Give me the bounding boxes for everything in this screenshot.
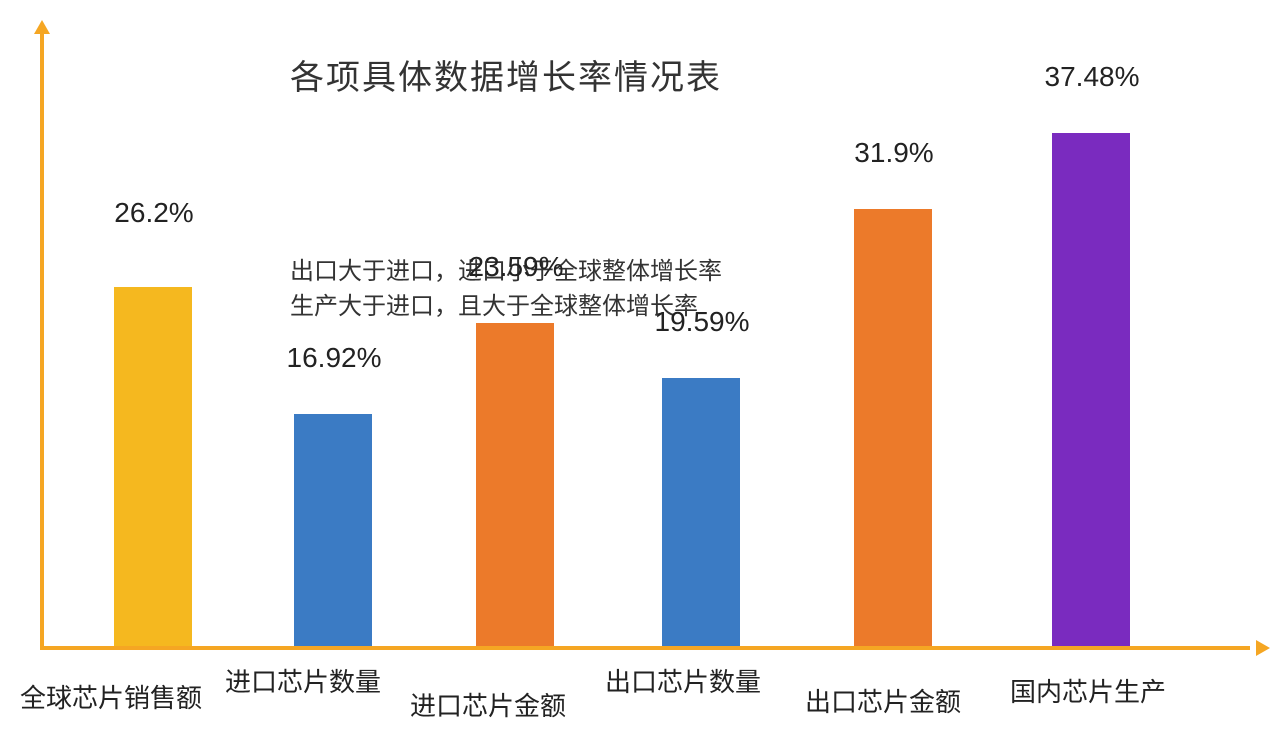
bar-value-label: 16.92% xyxy=(234,342,434,374)
category-label: 出口芯片数量 xyxy=(605,662,761,699)
bars-area: 26.2% 16.92% 23.59% 19.59% 31.9% 37.48% xyxy=(44,30,1244,646)
bar xyxy=(662,378,740,646)
x-axis xyxy=(40,646,1250,650)
bar-value-label: 26.2% xyxy=(54,197,254,229)
category-label: 国内芯片生产 xyxy=(1010,672,1166,709)
bar xyxy=(1052,133,1130,646)
category-label: 全球芯片销售额 xyxy=(20,678,202,715)
bar-group: 37.48% xyxy=(1052,133,1130,646)
bar-value-label: 23.59% xyxy=(416,251,616,283)
bar-chart: 各项具体数据增长率情况表 出口大于进口，进口小于全球整体增长率 生产大于进口，且… xyxy=(30,30,1260,710)
bar-group: 19.59% xyxy=(662,378,740,646)
bar xyxy=(476,323,554,646)
bar xyxy=(854,209,932,646)
bar-value-label: 37.48% xyxy=(992,61,1192,93)
x-axis-arrow-icon xyxy=(1256,640,1270,656)
bar-group: 26.2% xyxy=(114,287,192,646)
category-label: 出口芯片金额 xyxy=(805,682,961,719)
bar xyxy=(114,287,192,646)
bar-group: 31.9% xyxy=(854,209,932,646)
bar-value-label: 19.59% xyxy=(602,306,802,338)
category-label: 进口芯片数量 xyxy=(225,662,381,699)
bar xyxy=(294,414,372,646)
bar-group: 23.59% xyxy=(476,323,554,646)
bar-group: 16.92% xyxy=(294,414,372,646)
bar-value-label: 31.9% xyxy=(794,137,994,169)
category-label: 进口芯片金额 xyxy=(410,686,566,723)
